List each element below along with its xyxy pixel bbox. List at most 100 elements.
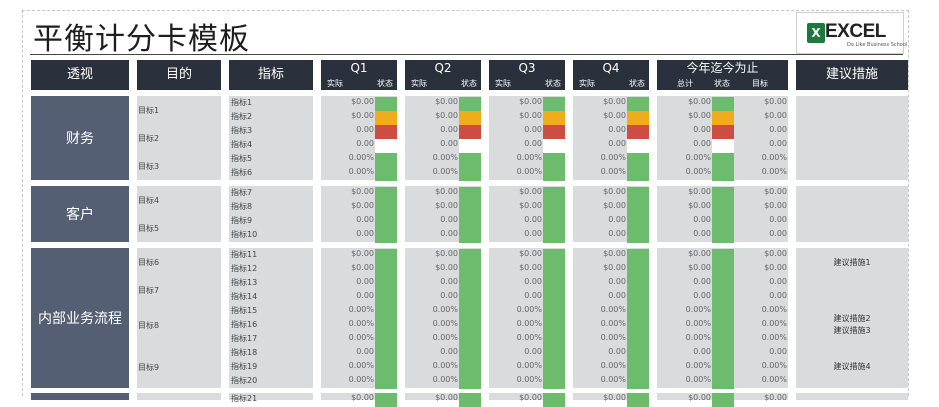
suggestion-2[interactable]: 建议措施2: [833, 314, 871, 323]
indicator-15[interactable]: 指标15: [231, 306, 258, 315]
indicator-8[interactable]: 指标8: [231, 202, 253, 211]
q1-actual-2[interactable]: $0.00: [351, 111, 374, 120]
header-indicator[interactable]: 指标: [229, 60, 313, 90]
ytd-total-10[interactable]: 0.00: [693, 229, 711, 238]
ytd-total-8[interactable]: $0.00: [688, 201, 711, 210]
indicator-19[interactable]: 指标19: [231, 362, 258, 371]
perspective-customer[interactable]: 客户: [31, 186, 129, 242]
indicator-20[interactable]: 指标20: [231, 376, 258, 385]
q2-actual-9[interactable]: 0.00: [440, 215, 458, 224]
q1-actual-7[interactable]: $0.00: [351, 187, 374, 196]
header-suggestion[interactable]: 建议措施: [796, 60, 908, 90]
ytd-target-16[interactable]: 0.00%: [761, 319, 787, 328]
indicator-7[interactable]: 指标7: [231, 188, 253, 197]
q1-actual-20[interactable]: 0.00%: [348, 375, 374, 384]
q3-actual-13[interactable]: 0.00: [524, 277, 542, 286]
q4-actual-13[interactable]: 0.00: [608, 277, 626, 286]
ytd-target-14[interactable]: 0.00: [769, 291, 787, 300]
q3-actual-20[interactable]: 0.00%: [516, 375, 542, 384]
ytd-target-18[interactable]: 0.00: [769, 347, 787, 356]
q4-actual-1[interactable]: $0.00: [603, 97, 626, 106]
q3-actual-21[interactable]: $0.00: [519, 393, 542, 402]
q4-actual-19[interactable]: 0.00%: [600, 361, 626, 370]
q2-actual-16[interactable]: 0.00%: [432, 319, 458, 328]
q4-actual-14[interactable]: 0.00: [608, 291, 626, 300]
suggestion-3[interactable]: 建议措施3: [833, 326, 871, 335]
ytd-total-14[interactable]: 0.00: [693, 291, 711, 300]
objective-3[interactable]: 目标3: [138, 162, 160, 171]
ytd-total-18[interactable]: 0.00: [693, 347, 711, 356]
q3-actual-6[interactable]: 0.00%: [516, 167, 542, 176]
perspective-internal-process[interactable]: 内部业务流程: [31, 248, 129, 388]
q2-actual-2[interactable]: $0.00: [435, 111, 458, 120]
objective-7[interactable]: 目标7: [138, 286, 160, 295]
q1-actual-11[interactable]: $0.00: [351, 249, 374, 258]
q1-actual-6[interactable]: 0.00%: [348, 167, 374, 176]
q4-actual-9[interactable]: 0.00: [608, 215, 626, 224]
suggestion-1[interactable]: 建议措施1: [833, 258, 871, 267]
indicator-1[interactable]: 指标1: [231, 98, 253, 107]
ytd-target-15[interactable]: 0.00%: [761, 305, 787, 314]
ytd-target-21[interactable]: $0.00: [764, 393, 787, 402]
q4-actual-3[interactable]: 0.00: [608, 125, 626, 134]
q1-actual-3[interactable]: 0.00: [356, 125, 374, 134]
q2-actual-11[interactable]: $0.00: [435, 249, 458, 258]
ytd-total-20[interactable]: 0.00%: [685, 375, 711, 384]
objective-6[interactable]: 目标6: [138, 258, 160, 267]
perspective-finance[interactable]: 财务: [31, 96, 129, 180]
q1-actual-17[interactable]: 0.00%: [348, 333, 374, 342]
q4-actual-21[interactable]: $0.00: [603, 393, 626, 402]
q3-actual-11[interactable]: $0.00: [519, 249, 542, 258]
ytd-target-17[interactable]: 0.00%: [761, 333, 787, 342]
header-objective[interactable]: 目的: [137, 60, 221, 90]
q4-actual-10[interactable]: 0.00: [608, 229, 626, 238]
q2-actual-21[interactable]: $0.00: [435, 393, 458, 402]
ytd-total-11[interactable]: $0.00: [688, 249, 711, 258]
objective-2[interactable]: 目标2: [138, 134, 160, 143]
ytd-target-12[interactable]: $0.00: [764, 263, 787, 272]
indicator-2[interactable]: 指标2: [231, 112, 253, 121]
indicator-9[interactable]: 指标9: [231, 216, 253, 225]
ytd-total-4[interactable]: 0.00: [693, 139, 711, 148]
q3-actual-18[interactable]: 0.00: [524, 347, 542, 356]
q3-actual-16[interactable]: 0.00%: [516, 319, 542, 328]
q1-actual-14[interactable]: 0.00: [356, 291, 374, 300]
q2-actual-3[interactable]: 0.00: [440, 125, 458, 134]
header-q2[interactable]: Q2 实际 状态: [405, 60, 481, 90]
q1-actual-1[interactable]: $0.00: [351, 97, 374, 106]
q1-actual-21[interactable]: $0.00: [351, 393, 374, 402]
q1-actual-19[interactable]: 0.00%: [348, 361, 374, 370]
q1-actual-8[interactable]: $0.00: [351, 201, 374, 210]
ytd-target-13[interactable]: 0.00: [769, 277, 787, 286]
ytd-total-19[interactable]: 0.00%: [685, 361, 711, 370]
header-perspective[interactable]: 透视: [31, 60, 129, 90]
q2-actual-17[interactable]: 0.00%: [432, 333, 458, 342]
q3-actual-17[interactable]: 0.00%: [516, 333, 542, 342]
q2-actual-18[interactable]: 0.00: [440, 347, 458, 356]
q4-actual-7[interactable]: $0.00: [603, 187, 626, 196]
ytd-target-9[interactable]: 0.00: [769, 215, 787, 224]
q3-actual-12[interactable]: $0.00: [519, 263, 542, 272]
ytd-total-12[interactable]: $0.00: [688, 263, 711, 272]
q4-actual-2[interactable]: $0.00: [603, 111, 626, 120]
indicator-12[interactable]: 指标12: [231, 264, 258, 273]
ytd-total-5[interactable]: 0.00%: [685, 153, 711, 162]
suggestion-4[interactable]: 建议措施4: [833, 362, 871, 371]
indicator-18[interactable]: 指标18: [231, 348, 258, 357]
header-q1[interactable]: Q1 实际 状态: [321, 60, 397, 90]
ytd-target-20[interactable]: 0.00%: [761, 375, 787, 384]
q2-actual-19[interactable]: 0.00%: [432, 361, 458, 370]
q4-actual-6[interactable]: 0.00%: [600, 167, 626, 176]
q3-actual-10[interactable]: 0.00: [524, 229, 542, 238]
q2-actual-20[interactable]: 0.00%: [432, 375, 458, 384]
ytd-target-4[interactable]: 0.00: [769, 139, 787, 148]
q4-actual-18[interactable]: 0.00: [608, 347, 626, 356]
indicator-4[interactable]: 指标4: [231, 140, 253, 149]
q2-actual-5[interactable]: 0.00%: [432, 153, 458, 162]
q3-actual-7[interactable]: $0.00: [519, 187, 542, 196]
objective-4[interactable]: 目标4: [138, 196, 160, 205]
ytd-total-17[interactable]: 0.00%: [685, 333, 711, 342]
q2-actual-14[interactable]: 0.00: [440, 291, 458, 300]
q1-actual-13[interactable]: 0.00: [356, 277, 374, 286]
ytd-total-16[interactable]: 0.00%: [685, 319, 711, 328]
